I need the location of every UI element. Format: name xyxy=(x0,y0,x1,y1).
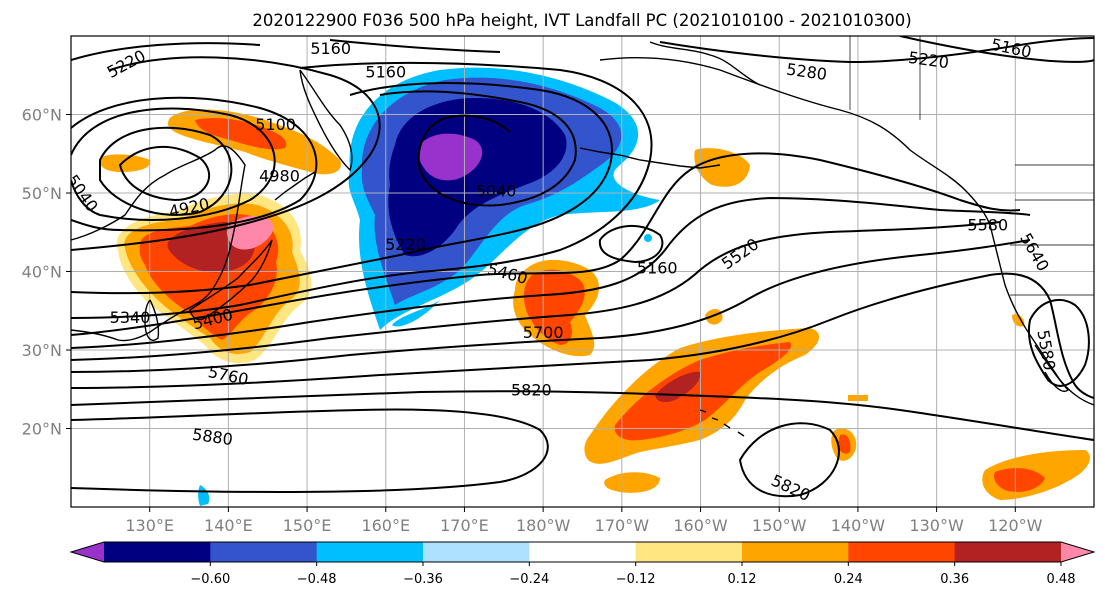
longitude-axis: 130°E 140°E 150°E 160°E 170°E 180°W 170°W 160°W… xyxy=(125,507,1043,535)
contour-label: 5220 xyxy=(385,235,426,254)
colorbar-segment xyxy=(529,542,637,562)
coast-asia-east xyxy=(71,145,246,342)
ivt-negative-core xyxy=(418,133,483,181)
colorbar-extend-low xyxy=(71,542,104,562)
coast-hawaii xyxy=(699,409,745,437)
figure-title: 2020122900 F036 500 hPa height, IVT Land… xyxy=(252,11,911,30)
colorbar-tick-label: −0.48 xyxy=(297,572,337,587)
contour-label-text: 5160 xyxy=(637,259,678,278)
coast-alaska xyxy=(599,57,991,226)
lon-tick-label: 180°W xyxy=(516,516,571,535)
colorbar-segment xyxy=(316,542,424,562)
coast-chukotka xyxy=(649,41,761,86)
contour-label-text: 5160 xyxy=(365,62,406,81)
colorbar-segment xyxy=(742,542,849,562)
contour-label: 5160 xyxy=(365,62,406,81)
lon-tick-label: 120°W xyxy=(988,516,1043,535)
coast-kamchatka xyxy=(299,69,353,172)
contour-label-text: 5340 xyxy=(110,308,151,327)
lat-tick-label: 50°N xyxy=(22,184,62,203)
coast-kuril xyxy=(274,171,316,201)
contour-label-text: 5040 xyxy=(476,182,517,201)
contour-label: 5580 xyxy=(967,215,1008,234)
lon-tick-label: 170°W xyxy=(595,516,650,535)
colorbar-segment xyxy=(104,542,211,562)
contour-label-text: 5580 xyxy=(967,215,1008,234)
contour-label-text: 4980 xyxy=(259,167,300,186)
lon-tick-label: 140°E xyxy=(204,516,253,535)
lat-tick-label: 40°N xyxy=(22,263,62,282)
contour-label: 5160 xyxy=(310,39,351,58)
lat-tick-label: 30°N xyxy=(22,341,62,360)
contour-label: 5700 xyxy=(523,323,564,342)
lon-tick-label: 170°E xyxy=(440,516,489,535)
contour-label: 5820 xyxy=(511,380,552,399)
colorbar-segment xyxy=(210,542,318,562)
lon-tick-label: 150°W xyxy=(752,516,807,535)
contour-label-text: 5700 xyxy=(523,323,564,342)
colorbar-tick-label: 0.36 xyxy=(940,572,969,587)
lon-tick-label: 130°E xyxy=(125,516,174,535)
contour-label: 5340 xyxy=(110,308,151,327)
latitude-axis: 60°N 50°N 40°N 30°N 20°N xyxy=(22,106,71,439)
coast-korea xyxy=(144,299,160,341)
lon-tick-label: 160°W xyxy=(673,516,728,535)
lon-tick-label: 160°E xyxy=(361,516,410,535)
lon-tick-label: 150°E xyxy=(283,516,332,535)
colorbar-segment xyxy=(848,542,956,562)
colorbar-segment xyxy=(635,542,743,562)
colorbar-segment xyxy=(954,542,1062,562)
height-contours xyxy=(71,36,1094,498)
coast-canada-border xyxy=(849,36,1094,296)
colorbar-outline xyxy=(69,541,1096,563)
gridlines xyxy=(71,36,1094,507)
contour-label: 5100 xyxy=(255,115,296,134)
lon-tick-label: 130°W xyxy=(909,516,964,535)
lat-tick-label: 20°N xyxy=(22,420,62,439)
contour-label-text: 5220 xyxy=(385,235,426,254)
contour-label: 4980 xyxy=(259,167,300,186)
colorbar-tick-label: 0.24 xyxy=(834,572,863,587)
coast-japan xyxy=(189,239,273,321)
colorbar-tick-label: −0.36 xyxy=(403,572,443,587)
contour-label-text: 5160 xyxy=(310,39,351,58)
colorbar-tick-label: −0.12 xyxy=(616,572,656,587)
contour-label: 5040 xyxy=(476,182,517,201)
colorbar-segment xyxy=(423,542,530,562)
colorbar-tick-label: −0.24 xyxy=(509,572,549,587)
lat-tick-label: 60°N xyxy=(22,106,62,125)
lon-tick-label: 140°W xyxy=(831,516,886,535)
contour-label-text: 5820 xyxy=(511,380,552,399)
colorbar-extend-high xyxy=(1061,542,1094,562)
colorbar-tick-label: 0.48 xyxy=(1047,572,1076,587)
colorbar-tick-label: 0.12 xyxy=(728,572,757,587)
colorbar: −0.60 −0.48 −0.36 −0.24 −0.12 0.12 0.24 0.36 0.4… xyxy=(69,541,1096,587)
contour-label: 5160 xyxy=(637,259,678,278)
contour-label-text: 5100 xyxy=(255,115,296,134)
ivt-positive-max xyxy=(226,215,274,250)
colorbar-tick-label: −0.60 xyxy=(190,572,230,587)
